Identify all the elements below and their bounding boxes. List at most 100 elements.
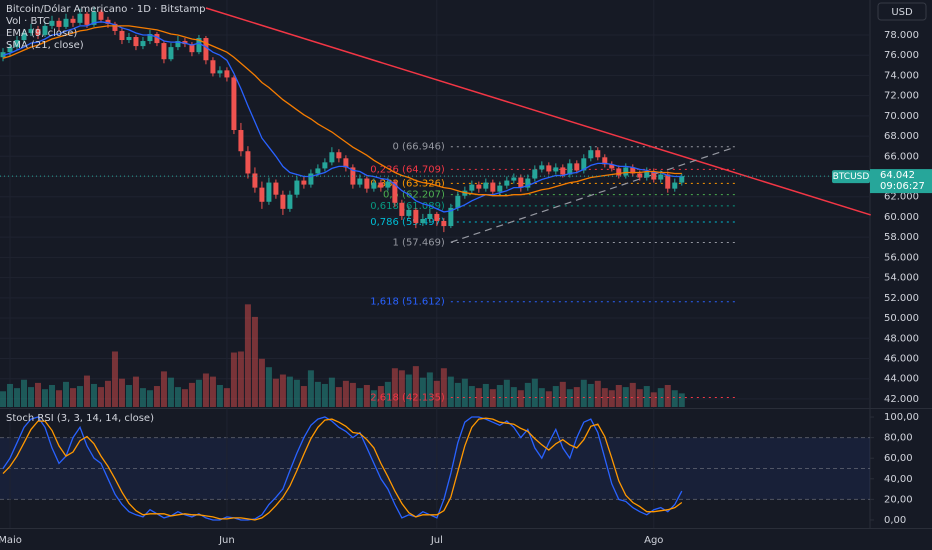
volume-bar [587,383,594,407]
volume-bar [622,387,629,407]
volume-bar [237,351,244,407]
volume-bar [468,386,475,407]
candle-body [623,167,629,176]
volume-bar [349,382,356,407]
x-tick-label: Jul [430,535,443,546]
y-tick-label: 56.000 [884,252,919,263]
y-tick-label: 42.000 [884,394,919,405]
candle-body [77,13,83,23]
candle-body [336,152,342,159]
y-tick-label: 78.000 [884,30,919,41]
fib-label: 1 (57.469) [393,238,445,249]
candle-body [105,19,111,24]
volume-bar [489,389,496,407]
volume-bar [160,371,167,407]
volume-bar [433,380,440,407]
volume-bar [14,388,21,407]
volume-bar [370,390,377,407]
candle-body [329,152,335,163]
rsi-tick-label: 80,00 [884,433,913,444]
candle-body [525,178,531,188]
candle-body [546,165,552,172]
volume-bar [503,379,510,407]
candle-body [665,174,671,189]
y-tick-label: 52.000 [884,293,919,304]
volume-bar [244,304,251,407]
volume-bar [384,381,391,407]
volume-bar [664,385,671,407]
candle-body [252,173,258,188]
volume-bar [594,380,601,407]
candle-body [581,158,587,171]
candle-body [560,167,566,175]
fib-label: 0,5 (62.207) [383,190,445,201]
trendline [450,146,736,243]
volume-bar [643,386,650,407]
fib-label: 0,236 (64.709) [370,164,445,175]
volume-bar [265,367,272,407]
candle-body [567,163,573,175]
candle-body [273,182,279,195]
candle-body [532,169,538,179]
candle-body [224,70,230,78]
fib-label: 2,618 (42.135) [370,393,445,404]
volume-bar [650,392,657,407]
candle-body [175,41,181,48]
candle-body [364,178,370,189]
candle-body [371,182,377,189]
volume-bar [195,379,202,407]
candle-body [217,70,223,74]
volume-bar [62,381,69,407]
candle-body [616,168,622,176]
candle-body [406,209,412,216]
rsi-tick-label: 100,00 [884,412,919,423]
volume-bar [517,390,524,407]
candle-body [28,28,34,33]
candle-body [637,173,643,178]
volume-bar [258,358,265,407]
ema-legend: EMA (9, close) [6,28,77,39]
volume-bar [615,385,622,407]
symbol-tag [832,170,870,184]
candle-body [518,177,524,188]
rsi-tick-label: 60,00 [884,453,913,464]
rsi-tick-label: 0,00 [884,515,906,526]
volume-bar [657,388,664,407]
volume-bar [601,388,608,407]
volume-bar [230,352,237,407]
candle-body [287,194,293,209]
candle-body [42,25,48,35]
candle-body [658,174,664,180]
rsi-line [2,416,683,521]
fib-label: 1,618 (51.612) [370,297,445,308]
volume-bar [391,368,398,407]
candle-body [399,202,405,216]
candle-body [413,209,419,224]
candle-body [420,218,426,224]
volume-bar [559,381,566,407]
candle-body [7,47,13,53]
candle-body [231,77,237,131]
candle-body [392,181,398,203]
volume-bar [447,376,454,407]
candle-body [672,182,678,189]
volume-bar [153,386,160,407]
candle-body [595,150,601,158]
rsi-title: Stoch RSI (3, 3, 14, 14, close) [6,413,154,424]
currency-button[interactable] [877,2,927,21]
volume-bar [566,389,573,407]
candle-body [91,11,97,25]
volume-bar [545,391,552,407]
candle-body [301,180,307,185]
candle-body [588,150,594,159]
candle-body [266,182,272,202]
y-tick-label: 70.000 [884,111,919,122]
y-tick-label: 62.000 [884,192,919,203]
candle-body [504,180,510,186]
candle-body [469,184,475,191]
volume-bar [524,382,531,407]
trendline [205,7,871,216]
y-tick-label: 72.000 [884,91,919,102]
currency[interactable]: USD [891,7,913,18]
